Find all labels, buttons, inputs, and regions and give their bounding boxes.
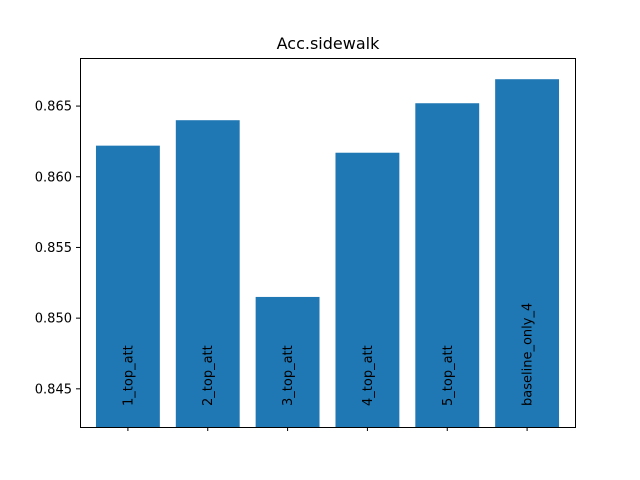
bars-group: [95, 79, 560, 428]
plot-frame: [80, 58, 576, 428]
y-axis: 0.845 0.850 0.855 0.860 0.865: [35, 100, 80, 397]
bar-label-2_top_att: 2_top_att: [201, 345, 216, 406]
bar-3_top_att: [255, 296, 320, 427]
y-tick-label: 0.860: [35, 170, 72, 185]
chart-title: Acc.sidewalk: [277, 34, 380, 53]
y-tick-label: 0.845: [35, 382, 72, 397]
bar-label-4_top_att: 4_top_att: [361, 345, 376, 406]
y-tick-label: 0.855: [35, 241, 72, 256]
bar-1_top_att: [95, 145, 160, 428]
bar-labels-group: 1_top_att 2_top_att 3_top_att 4_top_att 5_to…: [121, 303, 535, 406]
bar-baseline_only_4: [495, 79, 560, 427]
bar-label-baseline_only_4: baseline_only_4: [521, 303, 536, 406]
bar-label-3_top_att: 3_top_att: [281, 345, 296, 406]
y-tick-label: 0.850: [35, 312, 72, 327]
bar-2_top_att: [175, 120, 240, 427]
bar-label-1_top_att: 1_top_att: [121, 345, 136, 406]
y-tick-label: 0.865: [35, 100, 72, 115]
bar-5_top_att: [415, 103, 480, 427]
bar-4_top_att: [335, 152, 400, 428]
bar-label-5_top_att: 5_top_att: [441, 345, 456, 406]
